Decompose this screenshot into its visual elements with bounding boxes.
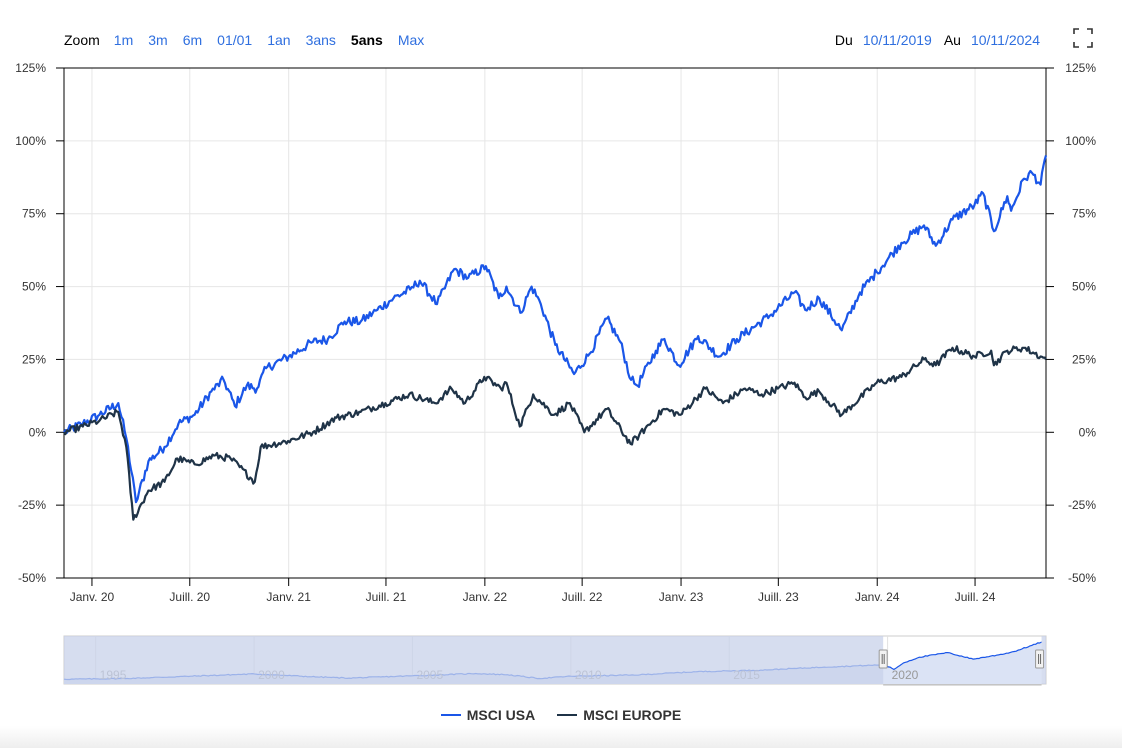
y-tick-label-right: -50%	[1068, 571, 1096, 585]
y-tick-label-right: -25%	[1068, 498, 1096, 512]
zoom-button-1m[interactable]: 1m	[113, 32, 134, 48]
y-tick-label-right: 125%	[1065, 61, 1096, 75]
y-tick-label-right: 0%	[1079, 425, 1097, 439]
x-tick-label: Janv. 21	[266, 590, 311, 604]
legend-item-msci-europe[interactable]: MSCI EUROPE	[557, 707, 681, 723]
legend-item-msci-usa[interactable]: MSCI USA	[440, 707, 536, 723]
from-label: Du	[834, 32, 853, 48]
x-tick-label: Janv. 20	[70, 590, 115, 604]
grid	[64, 67, 1046, 579]
x-tick-label: Janv. 23	[659, 590, 704, 604]
chart: 125% 100% 75% 50% 25% 0% -25% -50% 125% 100% 75% 5…	[15, 61, 1096, 686]
zoom-button-ytd[interactable]: 01/01	[217, 32, 253, 48]
y-tick-label-left: 125%	[15, 61, 46, 75]
zoom-button-6m[interactable]: 6m	[182, 32, 203, 48]
x-tick-label: Juill. 20	[169, 590, 210, 604]
series-line-msci-usa	[63, 155, 1048, 504]
to-date-input[interactable]: 10/11/2024	[970, 32, 1040, 48]
fullscreen-icon[interactable]	[1072, 27, 1094, 49]
zoom-label: Zoom	[64, 32, 100, 48]
x-tick-label: Janv. 24	[855, 590, 900, 604]
zoom-button-5ans[interactable]: 5ans	[350, 32, 383, 48]
x-tick-label: Juill. 24	[955, 590, 996, 604]
zoom-button-1an[interactable]: 1an	[267, 32, 291, 48]
navigator[interactable]: 199520002005201020152020	[63, 635, 1047, 686]
zoom-button-max[interactable]: Max	[397, 32, 425, 48]
zoom-button-3ans[interactable]: 3ans	[305, 32, 336, 48]
y-tick-label-right: 100%	[1065, 134, 1096, 148]
date-range: Du 10/11/2019 Au 10/11/2024	[835, 30, 1040, 50]
zoom-button-3m[interactable]: 3m	[148, 32, 168, 48]
y-axis-left: 125% 100% 75% 50% 25% 0% -25% -50%	[15, 61, 64, 585]
y-tick-label-right: 75%	[1072, 207, 1096, 221]
y-tick-label-right: 50%	[1072, 280, 1096, 294]
legend: MSCI USA MSCI EUROPE	[0, 705, 1122, 725]
legend-label-msci-europe: MSCI EUROPE	[583, 707, 682, 723]
navigator-mask-left	[64, 636, 884, 684]
y-tick-label-left: -25%	[18, 498, 46, 512]
from-date-input[interactable]: 10/11/2019	[862, 32, 932, 48]
x-axis: Janv. 20 Juill. 20 Janv. 21 Juill. 21 Janv. …	[70, 578, 996, 604]
zoom-bar: Zoom 1m 3m 6m 01/01 1an 3ans 5ans Max	[64, 30, 439, 50]
bottom-shade	[0, 726, 1122, 748]
x-tick-label: Juill. 21	[366, 590, 407, 604]
navigator-handle-left[interactable]	[878, 649, 888, 669]
series-line-msci-europe	[63, 345, 1047, 521]
y-tick-label-left: 100%	[15, 134, 46, 148]
plot-area-border	[63, 67, 1047, 579]
y-tick-label-left: 50%	[22, 280, 46, 294]
series	[63, 155, 1048, 521]
y-tick-label-left: 25%	[22, 352, 46, 366]
y-tick-label-right: 25%	[1072, 352, 1096, 366]
x-tick-label: Janv. 22	[463, 590, 508, 604]
y-axis-right: 125% 100% 75% 50% 25% 0% -25% -50%	[1046, 61, 1096, 585]
navigator-handle-right[interactable]	[1035, 649, 1045, 669]
x-tick-label: Juill. 23	[758, 590, 799, 604]
legend-label-msci-usa: MSCI USA	[466, 707, 536, 723]
y-tick-label-left: 0%	[29, 425, 47, 439]
y-tick-label-left: 75%	[22, 207, 46, 221]
legend-swatch-msci-europe	[557, 714, 578, 716]
x-tick-label: Juill. 22	[562, 590, 603, 604]
legend-swatch-msci-usa	[440, 714, 461, 716]
y-tick-label-left: -50%	[18, 571, 46, 585]
navigator-year-label: 2020	[892, 668, 919, 682]
to-label: Au	[943, 32, 961, 48]
